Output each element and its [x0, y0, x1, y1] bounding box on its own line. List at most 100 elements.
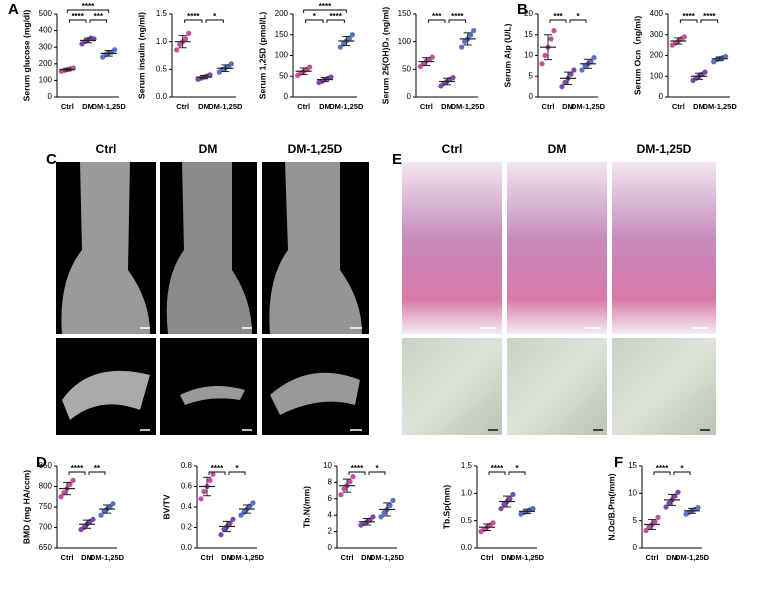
data-point [498, 506, 504, 512]
data-point [542, 52, 548, 59]
data-point [183, 36, 189, 42]
y-tick-label: 0.8 [181, 461, 193, 470]
histology-image [612, 338, 716, 435]
y-axis-label: Serum Ocn（ng/ml) [632, 16, 642, 96]
error-bar [695, 72, 703, 80]
x-tick-label: DM [361, 553, 373, 562]
data-point [591, 54, 597, 61]
data-point [207, 72, 213, 78]
data-point [655, 514, 661, 520]
data-point [468, 32, 474, 38]
data-point [378, 514, 384, 520]
data-point [90, 516, 96, 522]
column-label: DM [199, 142, 218, 156]
significance-bracket [205, 19, 224, 23]
x-tick-label: DM-1,25D [329, 102, 364, 111]
significance-bracket [326, 19, 345, 23]
significance-label: * [576, 12, 580, 21]
significance-bracket [66, 9, 110, 13]
ct-image [160, 338, 257, 435]
data-point [107, 504, 113, 510]
data-point [723, 53, 729, 60]
error-bar [383, 502, 391, 517]
error-bar [221, 64, 230, 73]
significance-bracket [653, 471, 671, 475]
panel-label: D [36, 454, 47, 471]
y-axis-label: Serum Alp (U/L) [502, 23, 512, 87]
y-tick-label: 500 [39, 9, 53, 18]
data-point [70, 477, 76, 483]
y-tick-label: 5 [633, 516, 638, 525]
error-bar [104, 50, 113, 57]
data-point [227, 520, 233, 527]
y-axis-label: Serum 1,25D (pmol/L) [257, 12, 267, 100]
x-tick-label: DM [441, 102, 453, 111]
significance-label: **** [211, 464, 224, 473]
data-point [98, 512, 104, 518]
he-image [507, 162, 607, 334]
y-tick-label: 1.0 [156, 37, 168, 46]
y-tick-label: 10 [628, 488, 637, 497]
significance-bracket [673, 471, 691, 475]
data-point [695, 504, 701, 511]
data-point [459, 44, 465, 50]
error-bar [84, 37, 92, 44]
trabecula [62, 370, 150, 420]
significance-bracket [488, 471, 506, 475]
significance-label: *** [94, 12, 104, 21]
y-tick-label: 850 [39, 461, 53, 470]
x-tick-label: DM-1,25D [370, 553, 405, 562]
bone-shape [166, 162, 252, 334]
error-bar [178, 35, 187, 49]
data-point [663, 504, 669, 510]
data-point [207, 477, 213, 483]
data-point [387, 502, 393, 508]
error-bar [63, 481, 71, 496]
significance-bracket [89, 19, 108, 23]
significance-label: **** [71, 12, 84, 21]
y-axis-label: BMD (mg HA/ccm) [21, 470, 31, 544]
data-point [174, 47, 180, 53]
significance-bracket [508, 471, 526, 475]
significance-bracket [448, 19, 467, 23]
dot-plot: 0 100 200 300 400 500 Serum glucose (mg/dl) Ctr… [21, 2, 126, 111]
significance-label: *** [553, 12, 563, 21]
significance-bracket [427, 19, 446, 23]
error-bar [343, 478, 351, 493]
x-tick-label: DM [319, 102, 331, 111]
scale-bars [140, 327, 362, 431]
x-tick-label: Ctrl [481, 553, 494, 562]
y-axis-label: N.Oc/B.Pm(/mm) [606, 473, 616, 540]
significance-label: * [213, 12, 217, 21]
data-point [652, 519, 658, 525]
y-tick-label: 0.6 [181, 482, 193, 491]
error-bar [715, 56, 724, 62]
x-tick-label: Ctrl [297, 102, 310, 111]
y-tick-label: 15 [628, 461, 637, 470]
histology-image [402, 338, 502, 435]
y-tick-label: 200 [39, 59, 53, 68]
error-bar [103, 504, 111, 514]
data-point [559, 84, 565, 90]
significance-label: **** [82, 2, 95, 11]
error-bar [674, 37, 683, 45]
significance-bracket [569, 19, 587, 23]
bone-shape [269, 162, 362, 334]
y-tick-label: 100 [275, 51, 289, 60]
significance-label: ** [94, 464, 101, 473]
significance-label: * [235, 464, 239, 473]
y-tick-label: 6 [328, 494, 333, 503]
column-label: DM-1,25D [288, 142, 343, 156]
data-point [429, 54, 435, 60]
data-point [370, 514, 376, 520]
data-point [568, 71, 574, 77]
x-tick-label: DM [82, 102, 94, 111]
data-point [471, 28, 477, 34]
y-tick-label: 0 [328, 543, 333, 552]
y-tick-label: 800 [39, 482, 53, 491]
data-point [666, 500, 672, 506]
error-bar [688, 507, 696, 514]
